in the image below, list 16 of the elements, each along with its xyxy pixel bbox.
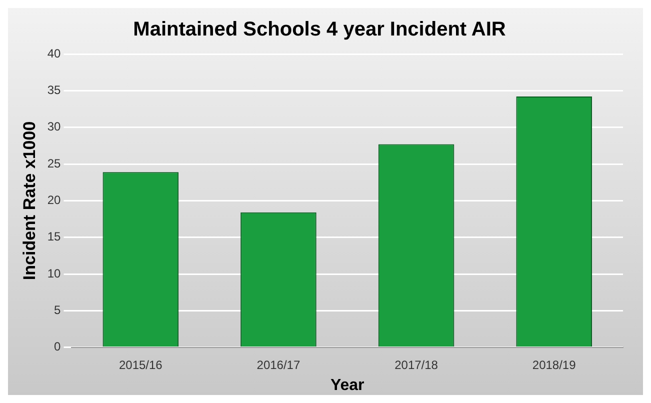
y-tick-label: 10 bbox=[47, 266, 62, 280]
y-axis-title: Incident Rate x1000 bbox=[20, 121, 39, 280]
x-tick-label: 2018/19 bbox=[532, 358, 576, 372]
x-tick-label: 2017/18 bbox=[394, 358, 438, 372]
x-tick-label: 2016/17 bbox=[256, 358, 300, 372]
y-tick-label: 15 bbox=[47, 230, 62, 244]
y-tick-label: 40 bbox=[47, 46, 62, 60]
y-tick-label: 25 bbox=[47, 156, 62, 170]
y-tick-label: 35 bbox=[47, 82, 62, 97]
y-tick-label: 30 bbox=[47, 120, 62, 134]
chart-title: Maintained Schools 4 year Incident AIR bbox=[133, 18, 506, 41]
y-tick-label: 0 bbox=[54, 340, 62, 354]
y-tick-label: 20 bbox=[47, 193, 62, 208]
y-tick-label: 5 bbox=[54, 303, 62, 318]
x-tick-label: 2015/16 bbox=[118, 358, 163, 372]
x-axis-title: Year bbox=[330, 376, 364, 394]
